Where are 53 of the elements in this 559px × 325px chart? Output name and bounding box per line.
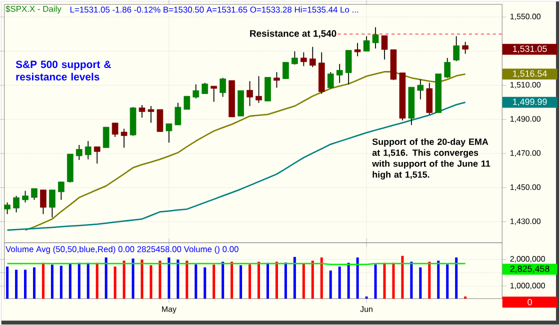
candlestick	[220, 78, 226, 98]
candlestick	[354, 42, 361, 57]
candlestick	[292, 51, 298, 66]
candlestick	[40, 190, 46, 215]
candlestick	[184, 96, 190, 110]
text: 1,531.05	[513, 46, 547, 54]
candlestick	[246, 80, 253, 107]
chart-title: Volume Avg (50,50,blue,Red) 0.00 2825458.00 Volume () 0.00	[6, 246, 238, 254]
candlestick	[202, 82, 208, 94]
text: 2,825,458	[510, 266, 550, 274]
text: 1,499.99	[513, 98, 547, 106]
candlestick	[138, 104, 146, 118]
candlestick	[166, 123, 172, 144]
ref-line-label: Resistance at 1,540	[250, 30, 336, 38]
candlestick	[76, 144, 82, 161]
candlestick	[372, 26, 379, 50]
candlestick	[417, 79, 424, 100]
candlestick	[462, 42, 468, 54]
candlestick	[84, 140, 92, 160]
candlestick	[210, 86, 218, 102]
candlestick	[49, 190, 56, 218]
candlestick	[120, 128, 128, 148]
candlestick	[444, 58, 451, 79]
candlestick	[4, 202, 10, 215]
candlestick	[156, 109, 164, 132]
candlestick	[309, 46, 316, 68]
chart-title: $SPX.X - Daily	[6, 6, 62, 14]
candlestick	[22, 190, 28, 204]
candlestick	[274, 72, 280, 88]
candlestick	[94, 146, 100, 164]
candlestick	[336, 64, 343, 84]
candlestick	[381, 35, 388, 60]
candlestick	[327, 72, 334, 90]
candlestick	[345, 50, 352, 86]
candlestick	[192, 84, 200, 100]
candlestick	[148, 106, 154, 124]
candlestick	[112, 122, 118, 138]
candlestick	[102, 126, 110, 148]
candlestick	[58, 182, 64, 201]
candlestick	[31, 188, 38, 201]
candlestick	[256, 76, 262, 104]
candlestick	[282, 62, 289, 80]
candlestick	[300, 52, 307, 67]
text: 1,516.54	[513, 70, 547, 78]
candlestick	[13, 196, 20, 214]
candlestick	[174, 102, 182, 126]
candlestick	[453, 36, 460, 62]
candlestick	[363, 36, 370, 52]
chart-subtitle: L=1531.05 -1.86 -0.12% B=1530.50 A=1531.65 O=1533.28 Hi=1535.44 Lo ...	[70, 6, 358, 13]
candlestick	[264, 76, 271, 102]
text: 0	[528, 299, 532, 306]
annotation: Support of the 20-day EMA at 1,516. This converges with support of the June 11 high at 1,515.	[372, 138, 490, 180]
annotation: S&P 500 support & resistance levels	[16, 60, 111, 81]
